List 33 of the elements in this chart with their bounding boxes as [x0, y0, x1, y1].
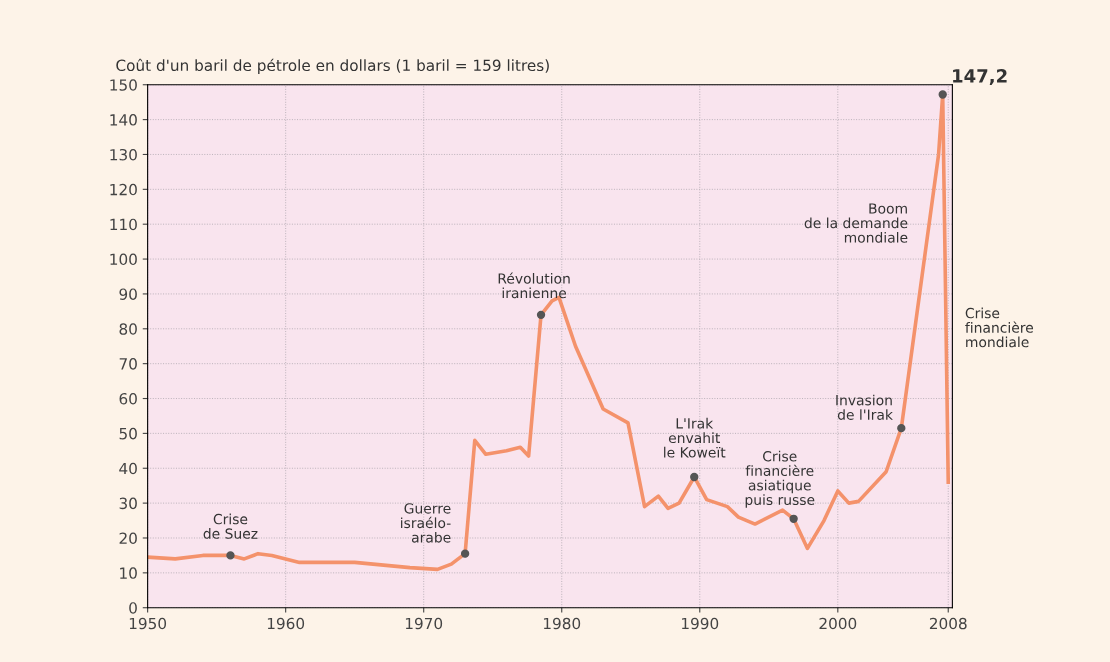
chart-title: Coût d'un baril de pétrole en dollars (1 baril = 159 litres): [116, 58, 549, 75]
annotation: Invasion de l'Irak: [836, 394, 893, 420]
annotation: Boom de la demande mondiale: [804, 203, 908, 243]
y-tick-label: 40: [119, 462, 137, 475]
y-tick-label: 50: [119, 427, 137, 440]
y-tick-label: 140: [110, 114, 137, 126]
annotation: 147,2: [953, 69, 1007, 85]
y-tick-label: 80: [119, 323, 137, 335]
y-tick-label: 20: [119, 532, 137, 545]
annotation: Crise financière mondiale: [965, 307, 1034, 348]
y-tick-label: 150: [110, 79, 137, 91]
annotation: Révolution iranienne: [498, 272, 570, 299]
x-tick-label: 1950: [129, 617, 167, 630]
y-tick-label: 110: [110, 218, 137, 231]
x-tick-label: 1990: [682, 617, 719, 630]
y-tick-label: 130: [110, 148, 137, 161]
annotation: Guerre israélo- arabe: [401, 503, 451, 543]
y-tick-label: 30: [119, 497, 137, 510]
y-tick-label: 70: [119, 358, 137, 370]
x-tick-label: 2008: [929, 617, 967, 630]
y-tick-label: 90: [119, 288, 137, 300]
y-tick-label: 120: [110, 183, 137, 196]
y-tick-label: 10: [120, 567, 137, 579]
x-tick-label: 2000: [819, 617, 857, 630]
annotation: Crise de Suez: [203, 513, 258, 539]
x-tick-label: 1980: [543, 617, 581, 630]
y-tick-label: 100: [110, 253, 137, 266]
y-tick-label: 60: [119, 392, 137, 405]
annotation: Crise financière asiatique puis russe: [745, 450, 815, 508]
y-tick-label: 0: [129, 602, 137, 614]
x-tick-label: 1960: [267, 617, 305, 630]
annotation: L'Irak envahit le Koweït: [664, 417, 726, 458]
x-tick-label: 1970: [405, 617, 443, 630]
